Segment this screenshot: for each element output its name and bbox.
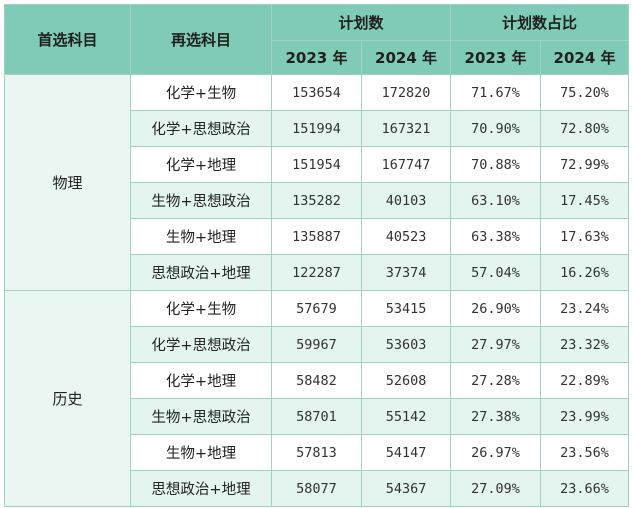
ratio-2024-cell: 75.20% [540,74,630,111]
count-2024-cell: 167321 [360,110,452,147]
ratio-2023-cell: 27.97% [450,326,542,363]
count-2024-cell: 55142 [360,398,452,435]
table-row: 思想政治+地理 122287 37374 57.04% 16.26% [5,254,630,291]
count-2023-cell: 135887 [271,218,362,255]
subject-cell: 化学+地理 [130,146,272,183]
header-ratio-2023: 2023 年 [450,40,542,75]
subject-cell: 化学+生物 [130,290,272,327]
count-2024-cell: 37374 [360,254,452,291]
header-plan-ratio: 计划数占比 [450,4,630,41]
header-ratio-2024: 2024 年 [540,40,630,75]
count-2023-cell: 58701 [271,398,362,435]
count-2023-cell: 58077 [271,470,362,507]
count-2023-cell: 57679 [271,290,362,327]
ratio-2023-cell: 27.38% [450,398,542,435]
count-2024-cell: 54367 [360,470,452,507]
count-2023-cell: 151994 [271,110,362,147]
subject-plan-table: 首选科目 再选科目 计划数 计划数占比 2023 年 2024 年 2023 年… [4,4,630,507]
table-row: 化学+地理 58482 52608 27.28% 22.89% [5,362,630,399]
ratio-2024-cell: 17.45% [540,182,630,219]
count-2024-cell: 53603 [360,326,452,363]
ratio-2023-cell: 63.38% [450,218,542,255]
ratio-2023-cell: 26.90% [450,290,542,327]
subject-cell: 化学+思想政治 [130,326,272,363]
count-2023-cell: 57813 [271,434,362,471]
count-2023-cell: 58482 [271,362,362,399]
ratio-2023-cell: 71.67% [450,74,542,111]
count-2024-cell: 52608 [360,362,452,399]
count-2023-cell: 59967 [271,326,362,363]
ratio-2024-cell: 22.89% [540,362,630,399]
count-2024-cell: 167747 [360,146,452,183]
ratio-2024-cell: 23.32% [540,326,630,363]
ratio-2024-cell: 72.80% [540,110,630,147]
ratio-2024-cell: 23.24% [540,290,630,327]
subject-cell: 化学+地理 [130,362,272,399]
count-2023-cell: 135282 [271,182,362,219]
header-first-subject: 首选科目 [4,4,131,75]
ratio-2023-cell: 70.90% [450,110,542,147]
ratio-2023-cell: 27.28% [450,362,542,399]
count-2023-cell: 151954 [271,146,362,183]
count-2024-cell: 53415 [360,290,452,327]
subject-cell: 思想政治+地理 [130,254,272,291]
header-second-subject: 再选科目 [130,4,272,75]
count-2024-cell: 172820 [360,74,452,111]
table-row: 历史 化学+生物 57679 53415 26.90% 23.24% [4,290,630,507]
subject-cell: 思想政治+地理 [130,470,272,507]
subject-cell: 生物+思想政治 [130,398,272,435]
count-2024-cell: 40103 [360,182,452,219]
group-cell-physics: 物理 [4,74,131,291]
count-2024-cell: 40523 [360,218,452,255]
table-row: 物理 化学+生物 153654 172820 71.67% 75.20% [4,74,630,291]
table-row: 化学+思想政治 59967 53603 27.97% 23.32% [5,326,630,363]
header-count-2024: 2024 年 [360,40,452,75]
table-body: 物理 化学+生物 153654 172820 71.67% 75.20% 化学+… [4,74,630,507]
ratio-2024-cell: 17.63% [540,218,630,255]
table-row: 化学+地理 151954 167747 70.88% 72.99% [5,146,630,183]
group-cell-history: 历史 [4,290,131,507]
ratio-2024-cell: 16.26% [540,254,630,291]
ratio-2023-cell: 26.97% [450,434,542,471]
table-row: 思想政治+地理 58077 54367 27.09% 23.66% [5,470,630,507]
table-row: 生物+思想政治 58701 55142 27.38% 23.99% [5,398,630,435]
count-2023-cell: 153654 [271,74,362,111]
subject-cell: 生物+地理 [130,218,272,255]
subject-cell: 生物+地理 [130,434,272,471]
ratio-2023-cell: 57.04% [450,254,542,291]
subject-cell: 生物+思想政治 [130,182,272,219]
count-2023-cell: 122287 [271,254,362,291]
subject-cell: 化学+生物 [130,74,272,111]
count-2024-cell: 54147 [360,434,452,471]
table-row: 生物+地理 135887 40523 63.38% 17.63% [5,218,630,255]
ratio-2023-cell: 70.88% [450,146,542,183]
ratio-2024-cell: 23.66% [540,470,630,507]
header-count-2023: 2023 年 [271,40,362,75]
ratio-2024-cell: 72.99% [540,146,630,183]
ratio-2024-cell: 23.99% [540,398,630,435]
table-row: 生物+思想政治 135282 40103 63.10% 17.45% [5,182,630,219]
table-row: 化学+思想政治 151994 167321 70.90% 72.80% [5,110,630,147]
ratio-2023-cell: 27.09% [450,470,542,507]
ratio-2024-cell: 23.56% [540,434,630,471]
header-plan-count: 计划数 [270,4,452,41]
subject-cell: 化学+思想政治 [130,110,272,147]
ratio-2023-cell: 63.10% [450,182,542,219]
